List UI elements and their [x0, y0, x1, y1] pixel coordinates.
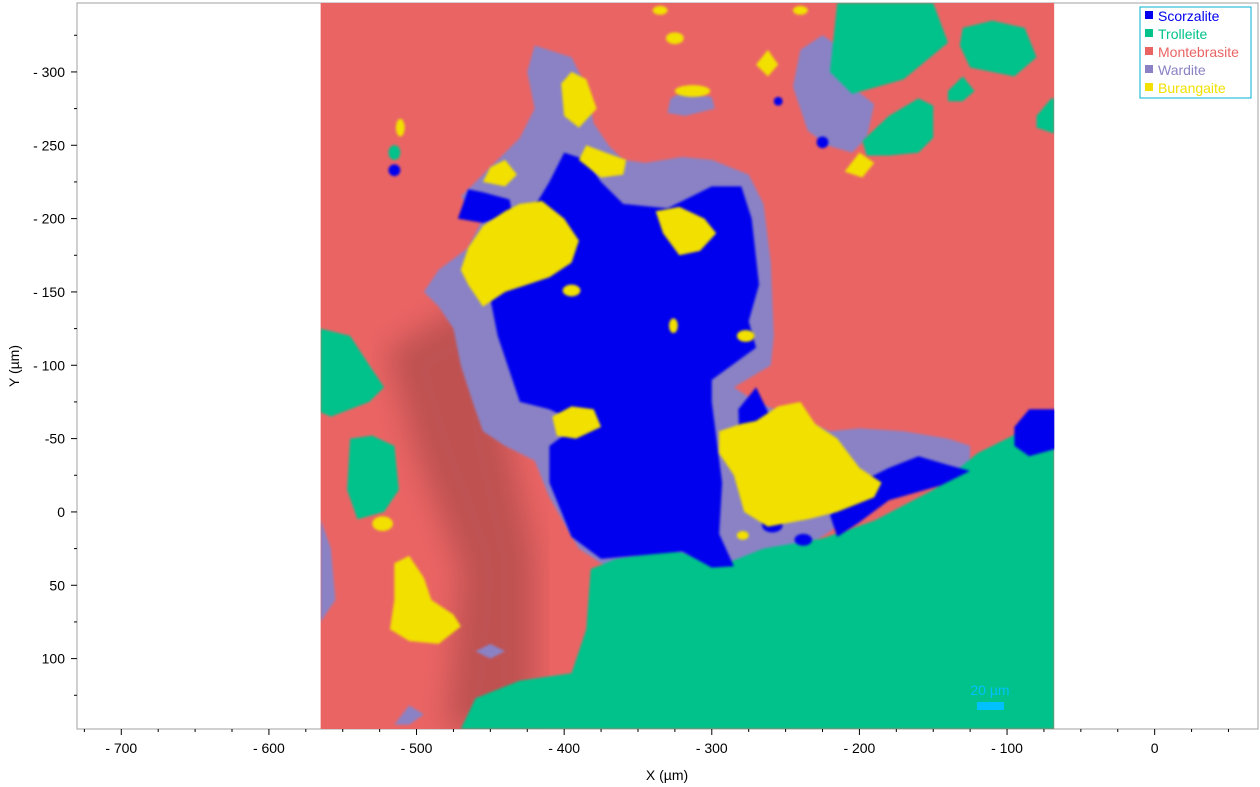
y-tick-label: - 150 — [33, 284, 65, 300]
x-tick-label: - 600 — [253, 740, 285, 756]
x-tick-label: - 200 — [843, 740, 875, 756]
scorzalite-region — [1014, 409, 1055, 457]
legend-label-wardite[interactable]: Wardite — [1158, 62, 1206, 78]
trolleite-region — [460, 426, 1055, 729]
burangaite-region — [756, 49, 779, 77]
burangaite-region — [655, 206, 717, 256]
burangaite-grain — [668, 318, 678, 333]
trolleite-region — [862, 98, 934, 156]
scorzalite-grain — [816, 136, 829, 149]
wardite-region — [320, 519, 336, 622]
y-tick-label: - 250 — [33, 137, 65, 153]
scorzalite-grain — [794, 533, 813, 546]
y-tick-label: - 200 — [33, 211, 65, 227]
y-axis-title: Y (µm) — [6, 345, 22, 387]
burangaite-region — [719, 401, 882, 527]
wardite-region — [394, 705, 424, 725]
legend-swatch-wardite — [1145, 65, 1153, 73]
legend-swatch-trolleite — [1145, 29, 1153, 37]
legend-box — [1139, 6, 1252, 99]
legend-label-montebrasite[interactable]: Montebrasite — [1158, 44, 1239, 60]
scorzalite-grain — [388, 164, 401, 177]
y-tick-label: 100 — [42, 651, 66, 667]
trolleite-region — [829, 3, 948, 94]
scale-bar-line — [977, 702, 1004, 710]
scale-bar-label: 20 µm — [970, 682, 1009, 698]
burangaite-region — [552, 406, 602, 439]
trolleite-region — [320, 328, 385, 417]
x-axis-title: X (µm) — [646, 767, 688, 783]
wardite-region — [667, 92, 715, 116]
y-tick-label: 50 — [49, 577, 65, 593]
burangaite-region — [844, 152, 875, 178]
scorzalite-grain — [702, 325, 730, 341]
burangaite-grain — [372, 516, 393, 532]
y-axis: - 300 - 250 - 200 - 150 - 100 -50 0 50 100 — [33, 34, 77, 696]
trolleite-grain — [388, 145, 401, 160]
scale-bar: 20 µm — [970, 682, 1010, 710]
burangaite-region — [578, 145, 627, 178]
phase-map-image — [320, 3, 1055, 729]
x-tick-label: - 300 — [696, 740, 728, 756]
legend-swatch-scorzalite — [1145, 11, 1153, 19]
burangaite-grain — [666, 32, 684, 45]
trolleite-region — [347, 435, 399, 520]
y-tick-label: -50 — [45, 431, 65, 447]
legend[interactable]: Scorzalite Trolleite Montebrasite Wardite Bu… — [1139, 6, 1252, 99]
burangaite-grain — [736, 330, 755, 342]
burangaite-region — [482, 159, 517, 187]
legend-label-burangaite[interactable]: Burangaite — [1158, 80, 1226, 96]
burangaite-region — [389, 555, 461, 644]
x-tick-label: - 400 — [548, 740, 580, 756]
x-axis: - 700 - 600 - 500 - 400 - 300 - 200 - 100 0 — [83, 729, 1229, 756]
legend-swatch-montebrasite — [1145, 47, 1153, 55]
burangaite-grain — [395, 118, 405, 137]
trolleite-region — [947, 76, 975, 102]
legend-swatch-burangaite — [1145, 83, 1153, 91]
burangaite-grain — [562, 284, 581, 297]
y-tick-label: - 100 — [33, 357, 65, 373]
burangaite-grain — [792, 5, 808, 15]
legend-label-trolleite[interactable]: Trolleite — [1158, 26, 1207, 42]
y-tick-label: 0 — [57, 504, 65, 520]
burangaite-grain — [736, 531, 749, 540]
burangaite-layer — [372, 5, 882, 644]
x-tick-label: 0 — [1151, 740, 1159, 756]
scorzalite-region — [457, 189, 513, 223]
trolleite-region — [959, 20, 1037, 77]
burangaite-grain — [652, 5, 668, 15]
legend-label-scorzalite[interactable]: Scorzalite — [1158, 8, 1220, 24]
trolleite-layer — [320, 3, 1055, 729]
burangaite-region — [460, 201, 579, 307]
wardite-region — [792, 35, 875, 153]
scorzalite-grain — [773, 96, 783, 106]
burangaite-grain — [674, 85, 711, 97]
x-tick-label: - 100 — [991, 740, 1023, 756]
wardite-region — [475, 643, 506, 659]
x-tick-label: - 500 — [401, 740, 433, 756]
x-tick-label: - 700 — [105, 740, 137, 756]
y-tick-label: - 300 — [33, 64, 65, 80]
burangaite-region — [561, 71, 597, 128]
trolleite-region — [1036, 98, 1055, 134]
scorzalite-region — [829, 456, 971, 537]
